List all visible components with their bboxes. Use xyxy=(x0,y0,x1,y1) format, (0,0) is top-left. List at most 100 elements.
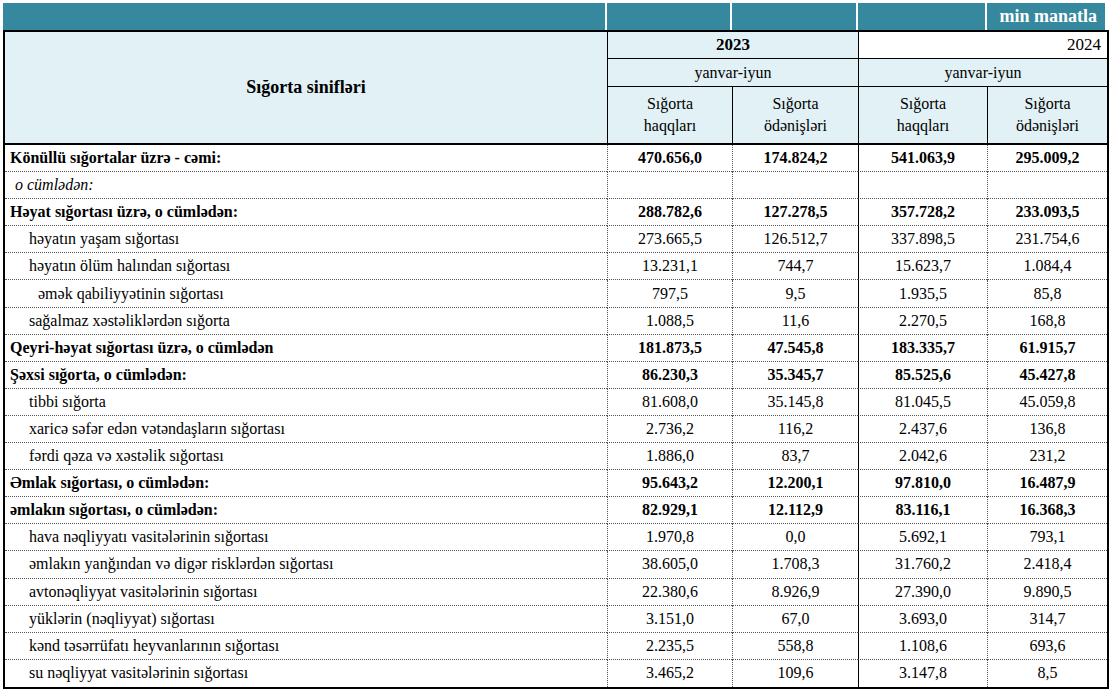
value-cell: 16.368,3 xyxy=(987,497,1107,524)
value-cell: 1.935,5 xyxy=(858,280,987,307)
period-header-2024: yanvar-iyun xyxy=(858,59,1107,87)
unit-label: min manatla xyxy=(999,6,1097,27)
value-cell: 47.545,8 xyxy=(732,335,858,362)
value-cell: 797,5 xyxy=(607,280,732,307)
value-cell: 231.754,6 xyxy=(987,226,1107,253)
value-cell: 27.390,0 xyxy=(858,579,987,606)
row-label: həyatın yaşam sığortası xyxy=(5,226,607,253)
row-label: əmlakın sığortası, o cümlədən: xyxy=(5,497,607,524)
row-label: Qeyri-həyat sığortası üzrə, o cümlədən xyxy=(5,335,607,362)
column-divider xyxy=(730,3,732,30)
value-cell: 558,8 xyxy=(732,633,858,660)
value-cell: 97.810,0 xyxy=(858,470,987,497)
row-label: hava nəqliyyatı vasitələrinin sığortası xyxy=(5,524,607,551)
value-cell: 116,2 xyxy=(732,416,858,443)
value-cell: 314,7 xyxy=(987,606,1107,633)
value-cell: 82.929,1 xyxy=(607,497,732,524)
value-cell: 95.643,2 xyxy=(607,470,732,497)
value-cell: 9.890,5 xyxy=(987,579,1107,606)
value-cell: 231,2 xyxy=(987,443,1107,470)
row-label: kənd təsərrüfatı heyvanlarının sığortası xyxy=(5,633,607,660)
row-label: Şəxsi sığorta, o cümlədən: xyxy=(5,362,607,389)
value-cell: 1.886,0 xyxy=(607,443,732,470)
value-cell: 1.708,3 xyxy=(732,551,858,578)
value-cell: 174.824,2 xyxy=(732,145,858,172)
value-cell: 12.200,1 xyxy=(732,470,858,497)
premiums-line2: haqqları xyxy=(897,115,949,137)
row-label: yüklərin (nəqliyyat) sığortası xyxy=(5,606,607,633)
value-cell: 2.235,5 xyxy=(607,633,732,660)
value-cell: 288.782,6 xyxy=(607,199,732,226)
column-divider xyxy=(985,3,987,30)
value-cell: 3.465,2 xyxy=(607,660,732,687)
row-label: Həyat sığortası üzrə, o cümlədən: xyxy=(5,199,607,226)
value-cell: 2.042,6 xyxy=(858,443,987,470)
value-cell: 273.665,5 xyxy=(607,226,732,253)
value-cell xyxy=(732,172,858,199)
value-cell: 86.230,3 xyxy=(607,362,732,389)
value-cell: 295.009,2 xyxy=(987,145,1107,172)
value-cell: 83,7 xyxy=(732,443,858,470)
payments-header-2023: Sığorta ödənişləri xyxy=(732,87,858,145)
value-cell: 1.970,8 xyxy=(607,524,732,551)
value-cell: 357.728,2 xyxy=(858,199,987,226)
value-cell: 2.736,2 xyxy=(607,416,732,443)
row-label: o cümlədən: xyxy=(5,172,607,199)
premiums-header-2024: Sığorta haqqları xyxy=(858,87,987,145)
value-cell: 793,1 xyxy=(987,524,1107,551)
row-label: avtonəqliyyat vasitələrinin sığortası xyxy=(5,579,607,606)
value-cell: 45.059,8 xyxy=(987,389,1107,416)
value-cell: 127.278,5 xyxy=(732,199,858,226)
row-label: Əmlak sığortası, o cümlədən: xyxy=(5,470,607,497)
value-cell: 16.487,9 xyxy=(987,470,1107,497)
value-cell: 31.760,2 xyxy=(858,551,987,578)
value-cell: 35.145,8 xyxy=(732,389,858,416)
value-cell: 136,8 xyxy=(987,416,1107,443)
value-cell: 83.116,1 xyxy=(858,497,987,524)
value-cell: 233.093,5 xyxy=(987,199,1107,226)
payments-line2: ödənişləri xyxy=(764,115,827,137)
value-cell: 8,5 xyxy=(987,660,1107,687)
value-cell: 8.926,9 xyxy=(732,579,858,606)
payments-header-2024: Sığorta ödənişləri xyxy=(987,87,1107,145)
value-cell: 470.656,0 xyxy=(607,145,732,172)
premiums-line2: haqqları xyxy=(644,115,696,137)
premiums-line1: Sığorta xyxy=(900,93,946,115)
value-cell xyxy=(987,172,1107,199)
value-cell: 3.693,0 xyxy=(858,606,987,633)
value-cell: 81.608,0 xyxy=(607,389,732,416)
value-cell: 1.088,5 xyxy=(607,308,732,335)
value-cell: 744,7 xyxy=(732,253,858,280)
payments-line1: Sığorta xyxy=(772,93,818,115)
value-cell: 0,0 xyxy=(732,524,858,551)
value-cell: 13.231,1 xyxy=(607,253,732,280)
value-cell: 85,8 xyxy=(987,280,1107,307)
row-label: tibbi sığorta xyxy=(5,389,607,416)
row-label: əmlakın yanğından və digər risklərdən sı… xyxy=(5,551,607,578)
value-cell: 85.525,6 xyxy=(858,362,987,389)
year-2023-header: 2023 xyxy=(607,32,858,59)
value-cell: 541.063,9 xyxy=(858,145,987,172)
value-cell: 3.151,0 xyxy=(607,606,732,633)
column-divider xyxy=(605,3,607,30)
value-cell: 9,5 xyxy=(732,280,858,307)
premiums-header-2023: Sığorta haqqları xyxy=(607,87,732,145)
value-cell: 12.112,9 xyxy=(732,497,858,524)
value-cell: 183.335,7 xyxy=(858,335,987,362)
value-cell: 81.045,5 xyxy=(858,389,987,416)
row-label: Könüllü sığortalar üzrə - cəmi: xyxy=(5,145,607,172)
value-cell: 2.270,5 xyxy=(858,308,987,335)
value-cell: 1.108,6 xyxy=(858,633,987,660)
value-cell: 337.898,5 xyxy=(858,226,987,253)
row-label: su nəqliyyat vasitələrinin sığortası xyxy=(5,660,607,687)
value-cell: 5.692,1 xyxy=(858,524,987,551)
table-grid: Sığorta sinifləri 2023 2024 yanvar-iyun … xyxy=(3,30,1109,689)
premiums-line1: Sığorta xyxy=(647,93,693,115)
column-divider xyxy=(856,3,858,30)
value-cell: 67,0 xyxy=(732,606,858,633)
value-cell: 45.427,8 xyxy=(987,362,1107,389)
value-cell: 168,8 xyxy=(987,308,1107,335)
row-label: xaricə səfər edən vətəndaşların sığortas… xyxy=(5,416,607,443)
row-label: fərdi qəza və xəstəlik sığortası xyxy=(5,443,607,470)
value-cell: 693,6 xyxy=(987,633,1107,660)
